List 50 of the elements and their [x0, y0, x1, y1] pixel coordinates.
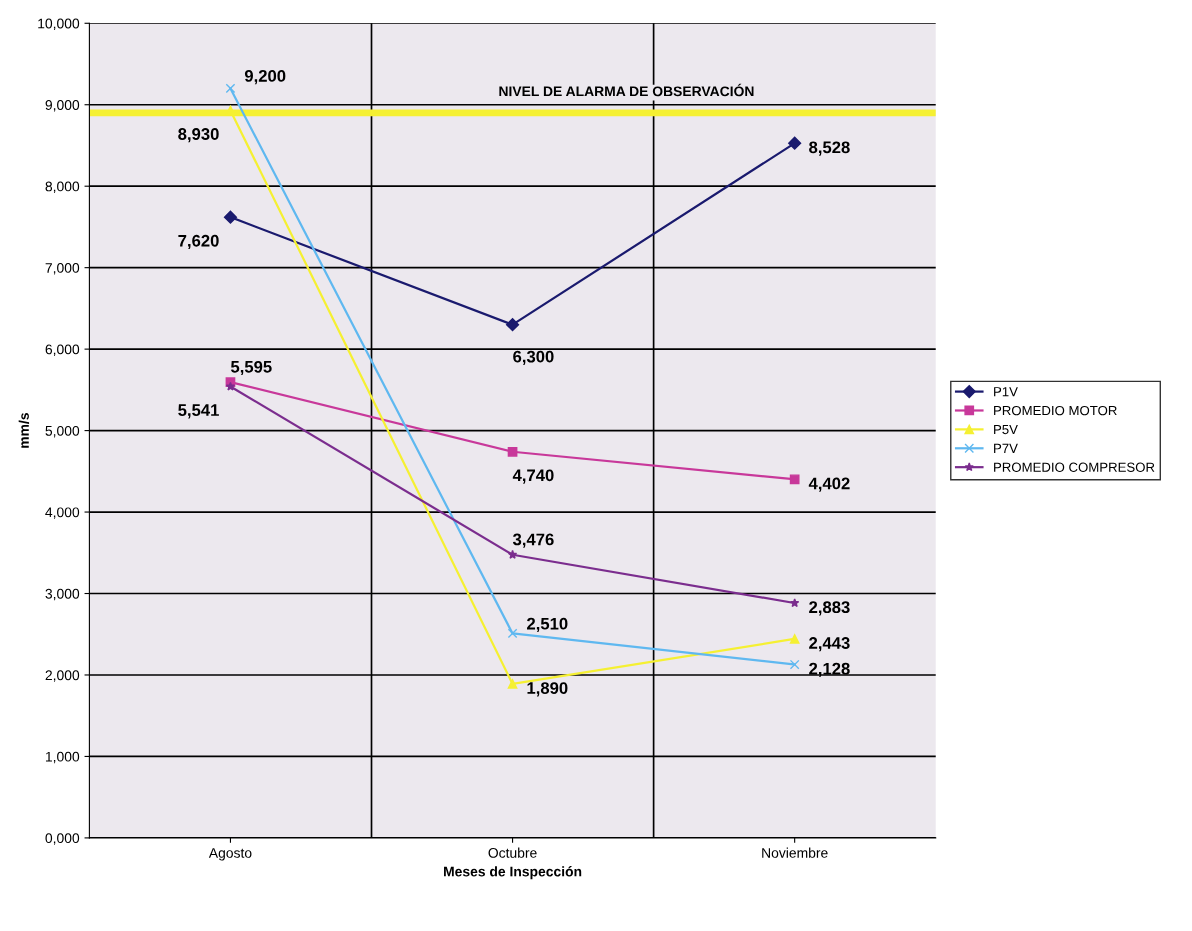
point: [789, 634, 800, 644]
y-tick-label: 1,000: [45, 751, 80, 764]
data-label: 9,200: [244, 70, 286, 85]
y-tick-label: 10,000: [38, 18, 80, 31]
x-tick-label: Agosto: [208, 848, 252, 861]
y-tick-label: 2,000: [45, 670, 80, 682]
data-label: 4,402: [808, 477, 850, 492]
data-label: 6,300: [513, 350, 554, 365]
data-label: 2,128: [809, 662, 850, 677]
data-label: 4,740: [512, 469, 554, 484]
ref-line-label: NIVEL DE ALARMA DE OBSERVACIÓN: [499, 83, 754, 97]
x-tick-label: Octubre: [488, 847, 537, 858]
point: [790, 598, 800, 608]
point: [507, 549, 518, 559]
y-tick-label: 5,000: [45, 425, 80, 438]
point: [507, 679, 518, 689]
y-tick-label: 6,000: [45, 344, 80, 356]
legend-label: PROMEDIO COMPRESOR: [994, 462, 1155, 472]
legend-label: PROMEDIO MOTOR: [994, 405, 1117, 416]
x-axis-title: Meses de Inspección: [444, 866, 582, 880]
point: [789, 659, 800, 670]
y-axis-title: mm/s: [18, 413, 30, 448]
data-label: 5,595: [230, 360, 272, 376]
point: [223, 210, 238, 224]
point: [225, 83, 236, 94]
point: [505, 318, 520, 332]
point: [789, 474, 800, 485]
legend-label: P5V: [994, 424, 1018, 435]
x-tick-label: Noviembre: [762, 847, 828, 858]
data-label: 1,890: [527, 682, 568, 697]
legend-label: P1V: [994, 387, 1018, 397]
point: [225, 381, 236, 391]
point: [788, 136, 802, 150]
y-tick-label: 7,000: [45, 263, 80, 275]
y-tick-label: 8,000: [45, 181, 80, 194]
point: [507, 628, 518, 639]
data-label: 5,541: [178, 404, 219, 419]
y-tick-label: 3,000: [45, 588, 80, 601]
y-tick-label: 4,000: [45, 507, 80, 519]
data-label: 8,528: [809, 141, 850, 156]
data-label: 2,510: [527, 617, 568, 632]
data-label: 8,930: [178, 128, 219, 143]
y-tick-label: 0,000: [45, 833, 80, 845]
point: [507, 446, 518, 457]
data-label: 7,620: [178, 234, 219, 250]
data-label: 2,883: [809, 601, 850, 616]
data-label: 3,476: [512, 533, 554, 548]
y-tick-label: 9,000: [45, 100, 80, 112]
data-label: 2,443: [809, 637, 850, 652]
legend-label: P7V: [994, 443, 1018, 453]
